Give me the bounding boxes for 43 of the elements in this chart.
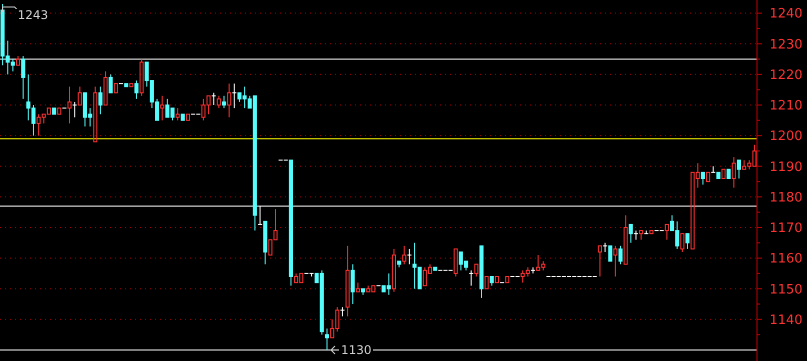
candlestick [468,270,474,286]
annotation: 1130 [341,342,372,357]
y-tick-label: 1180 [769,190,803,206]
y-tick-label: 1210 [769,98,803,114]
y-tick-label: 1230 [769,37,803,52]
candlestick [350,264,355,305]
candlestick [602,242,608,252]
candlestick [232,83,237,109]
candlestick [406,248,412,265]
candlestick [618,245,623,265]
y-tick-label: 1150 [769,282,803,298]
y-tick-label: 1160 [769,252,803,267]
candlestick [160,95,164,121]
candlestick [628,224,633,244]
candlestick [340,306,345,317]
candlestick [98,86,102,115]
y-tick-label: 1220 [769,68,803,83]
candlestick [700,172,705,186]
candlestick [392,248,396,292]
candlestick [346,245,350,317]
candlestick [685,233,690,250]
candlestick [134,80,139,100]
candlestick [72,101,78,118]
candlestick [736,160,742,180]
candlestick [324,328,330,350]
candlestick [227,83,232,118]
candlestick [726,168,731,180]
candlestick [108,74,113,94]
candlestick [67,86,72,124]
candlestick [490,276,494,286]
candlestick [710,166,716,173]
y-tick-label: 1170 [769,221,803,236]
y-tick-label: 1140 [769,312,803,328]
y-tick-label: 1240 [769,6,803,22]
annotation: 1243 [18,8,48,22]
candlestick [211,92,216,106]
candlestick [608,245,612,262]
y-tick-label: 1200 [769,129,803,144]
candlestick [732,156,736,188]
candlestick [633,230,639,240]
candlestick [21,56,26,100]
y-tick-label: 1190 [769,160,803,175]
candlestick [222,95,226,109]
